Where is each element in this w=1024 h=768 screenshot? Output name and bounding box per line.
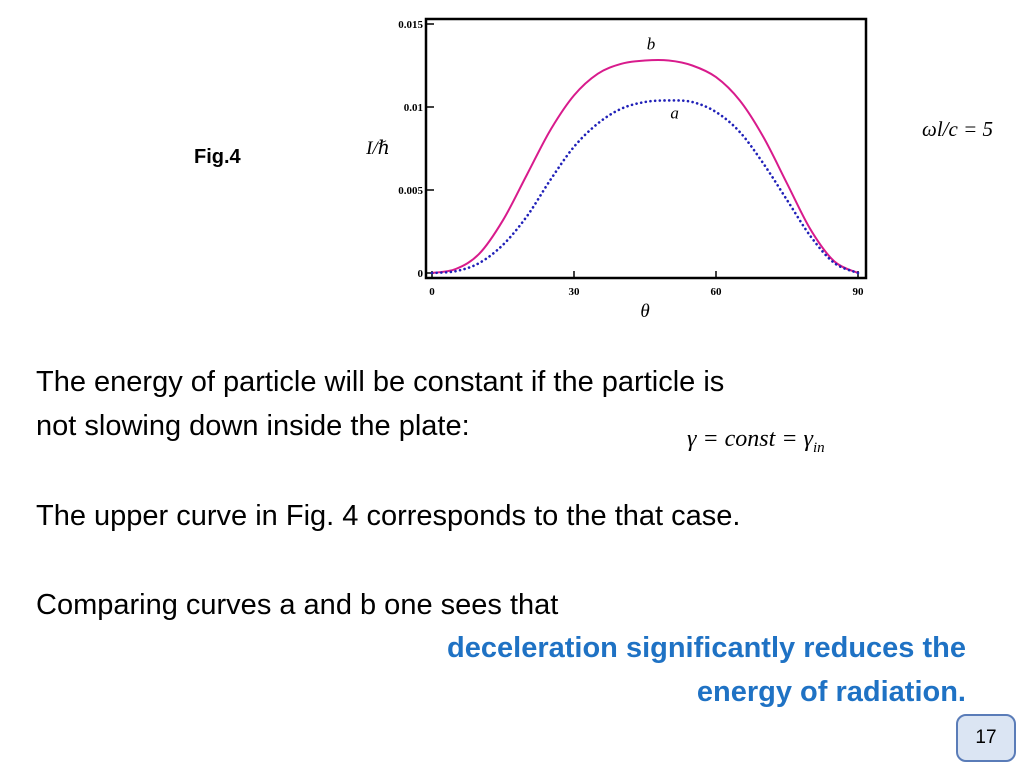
x-axis-label: θ [640, 301, 649, 322]
series-a-label: a [670, 103, 679, 122]
y-tick-label: 0.005 [398, 185, 423, 197]
x-tick-label: 30 [569, 286, 581, 298]
x-tick-label: 90 [853, 286, 865, 298]
paragraph-energy-line2: not slowing down inside the plate: [36, 410, 470, 442]
plot-frame [424, 17, 868, 280]
conclusion-line2: energy of radiation. [696, 676, 966, 708]
equation-gamma: γ = const = γin [687, 426, 825, 457]
paragraph-upper-curve: The upper curve in Fig. 4 corresponds to… [36, 500, 741, 532]
x-tick-label: 60 [711, 286, 723, 298]
parameter-text: ωl/c = 5 [922, 117, 993, 141]
x-tick-label: 0 [429, 286, 435, 298]
parameter-label: ωl/c = 5 [922, 117, 993, 142]
equation-main: γ = const = γ [687, 426, 813, 452]
y-tick-label: 0.015 [398, 19, 423, 31]
conclusion-line1: deceleration significantly reduces the [447, 632, 966, 664]
line-chart: 0 30 60 90 0 0.005 0.01 0.015 b a θ I/ℏ [365, 17, 868, 322]
y-axis-label: I/ℏ [365, 138, 390, 159]
figure-label: Fig.4 [194, 146, 241, 168]
series-b-line [431, 59, 859, 274]
paragraph-energy-line1: The energy of particle will be constant … [36, 366, 725, 398]
series-a-line [430, 99, 860, 275]
y-tick-label: 0.01 [404, 102, 423, 114]
slide-number: 17 [975, 727, 997, 748]
equation-subscript: in [812, 439, 825, 456]
slide-number-badge: 17 [956, 714, 1016, 762]
series-b-label: b [647, 35, 656, 54]
y-tick-label: 0 [418, 268, 424, 280]
paragraph-comparison: Comparing curves a and b one sees that [36, 589, 559, 621]
